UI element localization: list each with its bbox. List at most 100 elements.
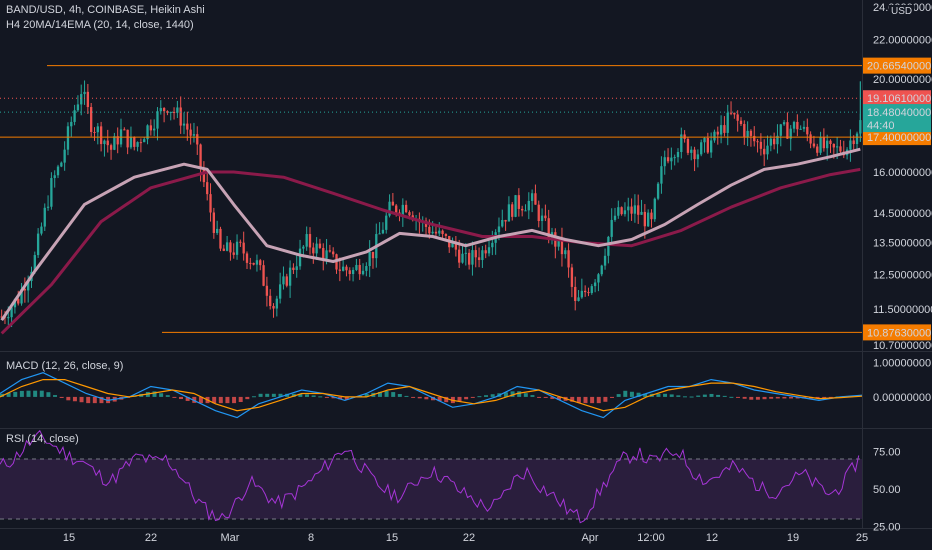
candle-body	[169, 111, 172, 113]
macd-histogram-bar	[822, 396, 827, 398]
candle-body	[7, 317, 10, 319]
macd-histogram-bar	[344, 396, 349, 400]
candle-body	[199, 144, 202, 170]
candle-body	[222, 248, 225, 251]
candle-body	[83, 91, 86, 95]
macd-histogram-bar	[318, 396, 323, 398]
candle-body	[676, 151, 680, 158]
price-tag-label: 18.48040000	[867, 107, 931, 119]
macd-histogram-bar	[510, 391, 515, 397]
candle-body	[822, 137, 826, 149]
candle-body	[434, 231, 438, 234]
macd-histogram-bar	[696, 395, 701, 397]
macd-histogram-bar	[736, 396, 740, 398]
macd-histogram-bar	[79, 396, 84, 403]
candle-body	[557, 237, 560, 247]
currency-label[interactable]: USD	[889, 5, 915, 18]
candle-body	[772, 138, 776, 145]
candle-body	[441, 230, 444, 235]
candle-body	[491, 242, 494, 248]
candle-body	[242, 242, 245, 254]
candle-body	[159, 108, 162, 112]
candle-body	[656, 183, 660, 199]
candle-body	[497, 226, 501, 233]
candle-body	[56, 166, 60, 176]
symbol-title[interactable]: BAND/USD, 4h, COINBASE, Heikin Ashi	[6, 4, 205, 16]
candle-body	[80, 94, 83, 105]
macd-histogram-bar	[13, 391, 18, 397]
macd-histogram-bar	[437, 396, 442, 402]
macd-histogram-bar	[742, 396, 747, 399]
candle-body	[66, 126, 70, 150]
candle-body	[123, 129, 126, 131]
macd-histogram-bar	[570, 396, 575, 402]
macd-histogram-bar	[311, 395, 316, 397]
candle-body	[666, 157, 670, 162]
candle-body	[637, 205, 640, 215]
macd-histogram-bar	[603, 396, 608, 402]
macd-histogram-bar	[185, 396, 190, 401]
candle-body	[106, 140, 109, 146]
candle-body	[600, 265, 603, 275]
indicator-legend[interactable]: H4 20MA/14EMA (20, 14, close, 1440)	[6, 19, 194, 31]
candle-body	[547, 218, 550, 240]
price-level-label: 17.40000000	[867, 132, 931, 144]
candle-body	[709, 140, 713, 153]
candle-body	[852, 140, 855, 145]
candle-body	[477, 257, 481, 261]
candle-body	[537, 204, 540, 222]
candle-body	[255, 260, 259, 265]
candle-body	[206, 182, 209, 195]
candle-body	[753, 135, 756, 142]
macd-histogram-bar	[775, 396, 780, 399]
rsi-legend[interactable]: RSI (14, close)	[6, 433, 79, 445]
macd-histogram-bar	[663, 393, 668, 397]
macd-histogram-bar	[789, 396, 794, 399]
candle-body	[809, 134, 812, 144]
candle-body	[225, 242, 229, 251]
candle-body	[312, 247, 315, 254]
candle-body	[620, 207, 623, 215]
macd-histogram-bar	[159, 393, 164, 397]
macd-histogram-bar	[643, 393, 648, 397]
macd-histogram-bar	[722, 395, 727, 397]
candle-body	[444, 234, 448, 236]
candle-body	[613, 215, 617, 220]
macd-histogram-bar	[404, 395, 409, 397]
price-axis-tick: 22.00000000	[873, 35, 932, 47]
candle-body	[391, 201, 395, 206]
candle-body	[189, 129, 192, 136]
macd-histogram-bar	[172, 396, 177, 398]
candle-body	[212, 212, 216, 233]
macd-histogram-bar	[815, 396, 820, 399]
macd-histogram-bar	[556, 396, 561, 400]
rsi-axis-tick: 50.00	[873, 484, 901, 496]
candle-body	[766, 145, 769, 155]
candle-body	[835, 146, 839, 148]
candle-body	[570, 267, 574, 287]
macd-histogram-bar	[298, 393, 303, 397]
macd-histogram-bar	[444, 396, 449, 403]
price-tag-label: 19.10610000	[867, 93, 931, 105]
candle-body	[690, 149, 693, 153]
candle-body	[63, 149, 66, 163]
candle-body	[60, 162, 63, 167]
candle-body	[93, 132, 96, 134]
time-axis-tick: 8	[308, 532, 314, 544]
candle-body	[461, 253, 464, 263]
macd-histogram-bar	[537, 396, 542, 398]
candle-body	[338, 269, 341, 271]
rsi-line	[0, 429, 860, 524]
macd-histogram-bar	[377, 391, 382, 397]
time-axis-tick: 19	[787, 532, 799, 544]
candle-body	[20, 289, 23, 304]
candle-body	[779, 124, 782, 136]
candle-body	[202, 169, 206, 183]
candle-body	[219, 228, 222, 249]
candle-body	[186, 123, 189, 130]
candle-body	[192, 134, 196, 136]
macd-legend[interactable]: MACD (12, 26, close, 9)	[6, 360, 124, 372]
candle-body	[245, 253, 249, 263]
candle-body	[736, 114, 739, 121]
